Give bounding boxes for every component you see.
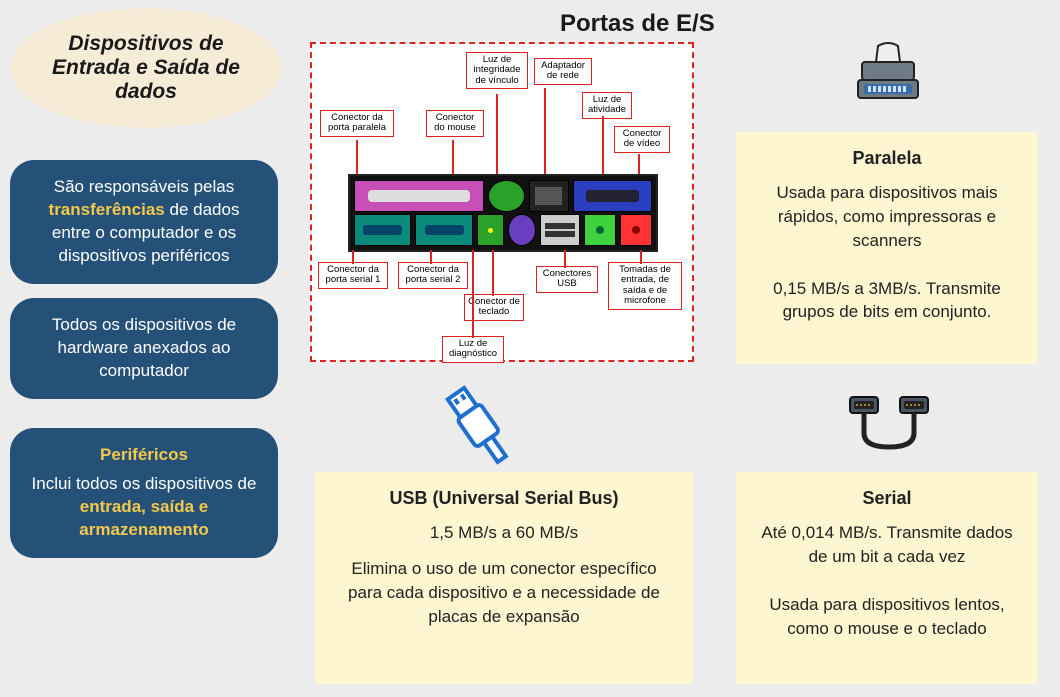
pill1-highlight: transferências — [49, 200, 165, 219]
card-usb-title: USB (Universal Serial Bus) — [333, 486, 675, 511]
lbl-parallel: Conector da porta paralela — [320, 110, 394, 137]
pill3-highlight: entrada, saída e armazenamento — [79, 497, 208, 539]
lbl-netadapter: Adaptador de rede — [534, 58, 592, 85]
pill3-pre: Inclui todos os dispositivos de — [32, 474, 257, 493]
arrow — [640, 250, 642, 264]
port-serial1 — [354, 214, 411, 246]
arrow — [356, 140, 358, 176]
info-pill-3: Periféricos Inclui todos os dispositivos… — [10, 428, 278, 558]
arrow — [430, 250, 432, 264]
card-usb: USB (Universal Serial Bus) 1,5 MB/s a 60… — [315, 472, 693, 684]
card-usb-line2: Elimina o uso de um conector específico … — [348, 559, 660, 626]
port-mouse — [488, 180, 524, 212]
port-parallel — [354, 180, 484, 212]
page-title-box: Dispositivos de Entrada e Saída de dados — [10, 8, 282, 128]
arrow — [564, 250, 566, 268]
port-audio-in — [620, 214, 652, 246]
usb-icon — [430, 378, 530, 478]
card-serial-line1: Até 0,014 MB/s. Transmite dados de um bi… — [761, 523, 1012, 566]
arrow — [602, 116, 604, 176]
lbl-audio: Tomadas de entrada, de saída e de microf… — [608, 262, 682, 310]
port-net — [529, 180, 570, 212]
serial-cable-icon — [844, 388, 934, 468]
arrow — [496, 94, 498, 176]
port-audio-out — [584, 214, 616, 246]
arrow — [472, 250, 474, 338]
port-video — [573, 180, 652, 212]
lbl-mouse: Conector do mouse — [426, 110, 484, 137]
pill3-heading: Periféricos — [28, 444, 260, 467]
pill1-pre: São responsáveis pelas — [54, 177, 235, 196]
port-usb — [540, 214, 580, 246]
card-paralela: Paralela Usada para dispositivos mais rá… — [736, 132, 1038, 364]
card-serial: Serial Até 0,014 MB/s. Transmite dados d… — [736, 472, 1038, 684]
lbl-serial2: Conector da porta serial 2 — [398, 262, 468, 289]
info-pill-1: São responsáveis pelas transferências de… — [10, 160, 278, 284]
arrow — [492, 250, 494, 296]
port-serial2 — [415, 214, 472, 246]
arrow — [544, 88, 546, 176]
port-diag — [477, 214, 505, 246]
lbl-serial1: Conector da porta serial 1 — [318, 262, 388, 289]
parallel-port-icon — [848, 36, 928, 124]
card-paralela-line1: Usada para dispositivos mais rápidos, co… — [776, 183, 997, 250]
main-heading: Portas de E/S — [560, 10, 715, 38]
card-serial-title: Serial — [754, 486, 1020, 511]
lbl-linklight: Luz de integridade de vínculo — [466, 52, 528, 89]
arrow — [452, 140, 454, 176]
arrow — [352, 250, 354, 264]
card-paralela-title: Paralela — [754, 146, 1020, 171]
card-usb-line1: 1,5 MB/s a 60 MB/s — [430, 523, 578, 542]
port-keyboard — [508, 214, 536, 246]
io-ports-diagram: Conector da porta paralela Conector do m… — [310, 42, 694, 362]
pill2-text: Todos os dispositivos de hardware anexad… — [52, 315, 236, 380]
lbl-usb: Conectores USB — [536, 266, 598, 293]
backpanel — [348, 174, 658, 252]
info-pill-2: Todos os dispositivos de hardware anexad… — [10, 298, 278, 399]
lbl-video: Conector de vídeo — [614, 126, 670, 153]
card-paralela-line2: 0,15 MB/s a 3MB/s. Transmite grupos de b… — [773, 279, 1001, 322]
lbl-diag: Luz de diagnóstico — [442, 336, 504, 363]
lbl-actlight: Luz de atividade — [582, 92, 632, 119]
page-title: Dispositivos de Entrada e Saída de dados — [30, 32, 262, 104]
card-serial-line2: Usada para dispositivos lentos, como o m… — [769, 595, 1004, 638]
